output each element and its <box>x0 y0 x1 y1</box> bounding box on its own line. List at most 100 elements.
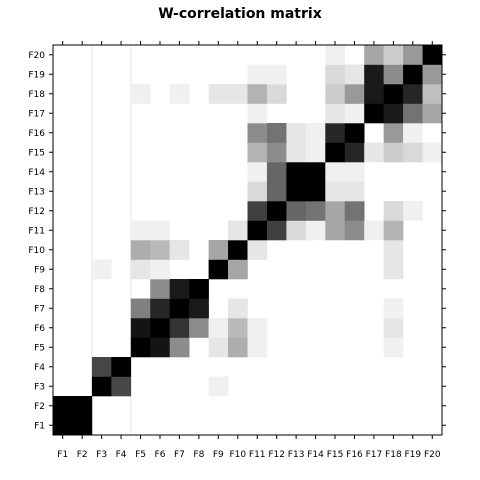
heatmap-cell-f17-f20 <box>422 103 443 124</box>
heatmap-cell-f19-f18 <box>383 64 404 85</box>
heatmap-cell-f6-f8 <box>189 318 209 338</box>
y-tick-label: F1 <box>34 421 45 431</box>
x-tick-label: F17 <box>366 450 383 460</box>
heatmap-cell-f17-f18 <box>383 103 404 124</box>
x-tick-label: F4 <box>116 450 127 460</box>
heatmap-cell-f7-f5 <box>130 298 151 319</box>
heatmap-cell-f11-f6 <box>150 220 170 241</box>
heatmap-cell-f14-f15 <box>325 162 346 182</box>
heatmap-cell-f6-f5 <box>130 318 151 338</box>
x-tick-label: F2 <box>77 450 88 460</box>
y-tick-label: F7 <box>34 304 45 314</box>
y-tick-label: F15 <box>28 148 45 158</box>
y-tick-label: F11 <box>28 226 45 236</box>
x-tick-label: F1 <box>57 450 68 460</box>
heatmap-cell-f10-f6 <box>150 240 170 260</box>
heatmap-cell-f13-f12 <box>266 181 287 202</box>
heatmap-cell-f11-f17 <box>364 220 384 241</box>
heatmap-cell-f13-f15 <box>325 181 346 202</box>
heatmap-cell-f10-f9 <box>208 240 229 260</box>
heatmap-cell-f17-f17 <box>364 103 384 124</box>
heatmap-cell-f17-f11 <box>247 103 268 124</box>
heatmap-cell-f18-f7 <box>169 84 190 104</box>
heatmap-cell-f2-f2 <box>72 396 93 416</box>
heatmap-cell-f13-f14 <box>305 181 326 202</box>
heatmap-cell-f8-f7 <box>169 279 190 299</box>
heatmap-cell-f17-f15 <box>325 103 346 124</box>
heatmap-cell-f19-f20 <box>422 64 443 85</box>
x-tick-label: F6 <box>155 450 166 460</box>
heatmap-cell-f11-f10 <box>228 220 248 241</box>
heatmap-cell-f7-f6 <box>150 298 170 319</box>
heatmap-cell-f11-f15 <box>325 220 346 241</box>
y-tick-label: F14 <box>28 168 45 178</box>
heatmap-cell-f6-f9 <box>208 318 229 338</box>
heatmap-cell-f7-f7 <box>169 298 190 319</box>
heatmap-cell-f12-f19 <box>403 201 423 221</box>
heatmap-cell-f2-f1 <box>53 396 73 416</box>
y-tick-label: F8 <box>34 285 45 295</box>
heatmap-cell-f5-f6 <box>150 337 170 358</box>
heatmap-cell-f11-f13 <box>286 220 307 241</box>
heatmap-cell-f9-f3 <box>91 259 112 280</box>
y-tick-label: F10 <box>28 246 45 256</box>
heatmap-cell-f3-f4 <box>111 376 132 397</box>
heatmap-cell-f14-f16 <box>344 162 365 182</box>
heatmap-cell-f20-f19 <box>403 45 423 65</box>
y-tick-label: F9 <box>34 265 45 275</box>
chart-title: W-correlation matrix <box>158 6 322 22</box>
y-tick-label: F5 <box>34 343 45 353</box>
heatmap-cell-f19-f11 <box>247 64 268 85</box>
heatmap-cell-f1-f2 <box>72 415 93 436</box>
heatmap-cell-f1-f1 <box>53 415 73 436</box>
heatmap-cell-f18-f17 <box>364 84 384 104</box>
heatmap-cell-f5-f7 <box>169 337 190 358</box>
heatmap-cell-f18-f9 <box>208 84 229 104</box>
heatmap-cell-f6-f18 <box>383 318 404 338</box>
heatmap-cell-f8-f8 <box>189 279 209 299</box>
heatmap-cell-f19-f17 <box>364 64 384 85</box>
heatmap-cell-f17-f16 <box>344 103 365 124</box>
heatmap-cell-f6-f7 <box>169 318 190 338</box>
heatmap-cell-f11-f12 <box>266 220 287 241</box>
heatmap-cell-f5-f10 <box>228 337 248 358</box>
heatmap-cell-f16-f14 <box>305 123 326 143</box>
heatmap-cell-f9-f9 <box>208 259 229 280</box>
heatmap-cell-f18-f19 <box>403 84 423 104</box>
heatmap-cell-f16-f15 <box>325 123 346 143</box>
x-tick-label: F18 <box>385 450 402 460</box>
heatmap-cell-f16-f13 <box>286 123 307 143</box>
heatmap-cell-f17-f19 <box>403 103 423 124</box>
heatmap-cell-f18-f10 <box>228 84 248 104</box>
heatmap-cells <box>53 45 443 436</box>
heatmap-cell-f11-f18 <box>383 220 404 241</box>
heatmap-cell-f8-f6 <box>150 279 170 299</box>
heatmap-cell-f18-f12 <box>266 84 287 104</box>
x-tick-label: F14 <box>307 450 324 460</box>
x-tick-label: F11 <box>249 450 266 460</box>
panel-border <box>52 44 443 436</box>
heatmap-cell-f18-f15 <box>325 84 346 104</box>
heatmap-cell-f4-f4 <box>111 357 132 377</box>
heatmap-cell-f13-f16 <box>344 181 365 202</box>
x-tick-label: F10 <box>229 450 246 460</box>
heatmap-cell-f19-f15 <box>325 64 346 85</box>
heatmap-cell-f18-f16 <box>344 84 365 104</box>
heatmap-cell-f12-f15 <box>325 201 346 221</box>
heatmap-cell-f15-f13 <box>286 142 307 163</box>
y-tick-label: F17 <box>28 109 45 119</box>
y-axis: F1 F2 F3 F4 F5 F6 F7 F8 F9 F10 F11 F12 F13 F14 F15 F16 F… <box>28 51 446 431</box>
heatmap-cell-f11-f11 <box>247 220 268 241</box>
y-tick-label: F18 <box>28 90 45 100</box>
x-tick-label: F16 <box>346 450 363 460</box>
heatmap-cell-f10-f11 <box>247 240 268 260</box>
heatmap-cell-f19-f12 <box>266 64 287 85</box>
heatmap-cell-f15-f19 <box>403 142 423 163</box>
y-tick-label: F19 <box>28 70 45 80</box>
heatmap-cell-f10-f5 <box>130 240 151 260</box>
heatmap-cell-f14-f13 <box>286 162 307 182</box>
heatmap-cell-f14-f11 <box>247 162 268 182</box>
heatmap-cell-f13-f11 <box>247 181 268 202</box>
heatmap-cell-f20-f15 <box>325 45 346 65</box>
